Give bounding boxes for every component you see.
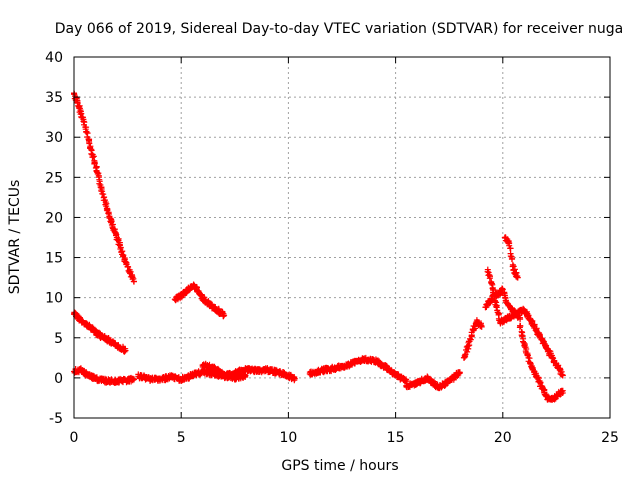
y-tick-label: 15: [45, 251, 63, 267]
data-point: [291, 375, 298, 382]
data-point: [83, 129, 90, 136]
data-point: [508, 256, 515, 263]
x-tick-label: 0: [70, 430, 79, 446]
data-points: [71, 90, 566, 403]
data-point: [501, 290, 508, 297]
data-point: [478, 322, 485, 329]
y-tick-label: 10: [45, 291, 63, 307]
x-tick-label: 15: [387, 430, 405, 446]
x-tick-label: 5: [177, 430, 186, 446]
y-tick-label: 35: [45, 90, 63, 106]
series-arc-1: [71, 90, 137, 285]
y-tick-label: 30: [45, 130, 63, 146]
x-tick-label: 20: [494, 430, 512, 446]
data-point: [559, 372, 566, 379]
data-point: [505, 238, 512, 245]
data-point: [197, 292, 204, 299]
series-arc-11: [516, 322, 566, 403]
data-point: [516, 324, 523, 331]
y-tick-label: 0: [54, 371, 63, 387]
data-point: [559, 387, 566, 394]
y-tick-label: 5: [54, 331, 63, 347]
data-point: [507, 245, 514, 252]
data-point: [131, 376, 137, 383]
data-point: [86, 140, 93, 147]
x-axis-label: GPS time / hours: [281, 458, 398, 474]
data-point: [120, 252, 127, 259]
y-axis-label: SDTVAR / TECUs: [7, 180, 23, 295]
data-point: [484, 268, 491, 275]
series-arc-2: [71, 309, 129, 355]
data-point: [456, 369, 463, 376]
y-tick-label: 40: [45, 50, 63, 66]
data-point: [104, 206, 111, 213]
y-tick-label: -5: [49, 411, 63, 427]
x-tick-label: 10: [279, 430, 297, 446]
data-point: [491, 293, 498, 300]
series-arc-6: [199, 360, 249, 383]
x-tick-label: 25: [601, 430, 619, 446]
data-point: [524, 351, 531, 358]
data-point: [514, 274, 521, 281]
series-arc-13: [484, 266, 566, 379]
y-tick-label: 25: [45, 170, 63, 186]
series-arc-7: [306, 354, 410, 385]
data-point: [74, 99, 81, 106]
data-point: [122, 347, 129, 354]
data-point: [89, 154, 96, 161]
series-arc-12: [501, 234, 521, 281]
data-point: [242, 372, 249, 379]
grid: [74, 57, 610, 418]
data-point: [467, 336, 474, 343]
data-point: [549, 354, 556, 361]
data-point: [486, 275, 493, 282]
axes: 0 5 10 15 20 25 -5 0 5 10 15 20 25 30 35 40: [45, 50, 619, 446]
data-point: [124, 263, 131, 270]
data-point: [129, 377, 136, 384]
y-tick-label: 20: [45, 210, 63, 226]
series-arc-4: [71, 365, 137, 386]
series-arc-3: [171, 281, 228, 320]
data-point: [96, 180, 103, 187]
series-arc-8: [403, 369, 463, 392]
data-point: [91, 160, 98, 167]
data-point: [517, 314, 523, 321]
chart-title: Day 066 of 2019, Sidereal Day-to-day VTE…: [55, 21, 623, 37]
data-point: [539, 383, 546, 390]
plot-frame: [73, 56, 611, 419]
data-point: [221, 312, 228, 319]
data-point: [131, 278, 137, 285]
data-point: [121, 348, 128, 355]
series-arc-9: [460, 317, 485, 361]
